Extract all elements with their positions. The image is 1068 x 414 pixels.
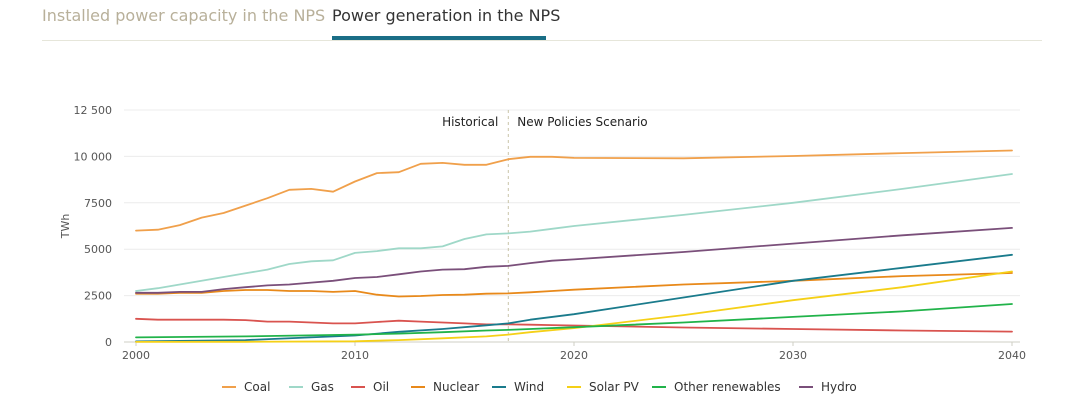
legend-label: Hydro <box>821 380 857 394</box>
y-tick-label: 12 500 <box>74 104 113 117</box>
x-tick-label: 2030 <box>779 349 807 362</box>
legend-item-coal[interactable]: Coal <box>222 380 270 394</box>
legend-item-solar-pv[interactable]: Solar PV <box>567 380 639 394</box>
series-line-hydro <box>135 226 1013 294</box>
y-axis-label: TWh <box>59 214 72 240</box>
legend-swatch <box>492 386 506 388</box>
series-line-gas <box>135 173 1013 292</box>
series-line-coal <box>135 149 1013 232</box>
legend-item-nuclear[interactable]: Nuclear <box>411 380 479 394</box>
series-line-other-renewables <box>135 303 1013 339</box>
y-tick-label: 7500 <box>84 197 112 210</box>
legend-item-wind[interactable]: Wind <box>492 380 544 394</box>
y-tick-label: 10 000 <box>74 150 113 163</box>
legend-label: Wind <box>514 380 545 394</box>
legend-item-hydro[interactable]: Hydro <box>799 380 857 394</box>
legend-label: Gas <box>311 380 334 394</box>
new-policies-label: New Policies Scenario <box>517 115 647 129</box>
legend-label: Other renewables <box>674 380 781 394</box>
series-line-nuclear <box>135 272 1013 298</box>
tab-bar: Installed power capacity in the NPS Powe… <box>42 0 1042 41</box>
legend-item-other-renewables[interactable]: Other renewables <box>652 380 781 394</box>
legend-swatch <box>567 386 581 388</box>
tab-power-generation[interactable]: Power generation in the NPS <box>332 6 561 25</box>
y-tick-label: 2500 <box>84 290 112 303</box>
legend-swatch <box>222 386 236 388</box>
chart-legend: Coal Gas Oil Nuclear Wind Solar PV Other renew… <box>0 380 1068 396</box>
legend-swatch <box>411 386 425 388</box>
legend-item-gas[interactable]: Gas <box>289 380 334 394</box>
legend-swatch <box>652 386 666 388</box>
legend-swatch <box>799 386 813 388</box>
tab-installed-capacity[interactable]: Installed power capacity in the NPS <box>42 6 326 25</box>
x-tick-label: 2040 <box>998 349 1026 362</box>
legend-swatch <box>351 386 365 388</box>
historical-label: Historical <box>442 115 498 129</box>
legend-label: Nuclear <box>433 380 480 394</box>
legend-item-oil[interactable]: Oil <box>351 380 389 394</box>
legend-swatch <box>289 386 303 388</box>
legend-label: Oil <box>373 380 390 394</box>
x-tick-label: 2000 <box>122 349 150 362</box>
series-line-oil <box>135 317 1013 333</box>
y-tick-label: 0 <box>105 336 112 349</box>
legend-label: Coal <box>244 380 271 394</box>
y-tick-label: 5000 <box>84 243 112 256</box>
series-line-solar-pv <box>135 270 1013 343</box>
legend-label: Solar PV <box>589 380 639 394</box>
x-tick-label: 2020 <box>560 349 588 362</box>
active-tab-indicator <box>332 36 546 40</box>
x-tick-label: 2010 <box>341 349 369 362</box>
